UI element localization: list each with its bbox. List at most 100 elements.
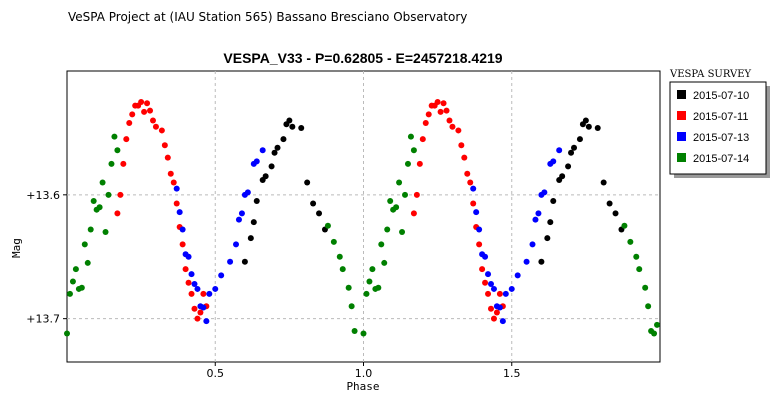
data-point	[550, 198, 557, 205]
data-point	[233, 241, 240, 248]
data-point	[126, 120, 133, 127]
data-point	[514, 272, 521, 279]
legend-swatch	[677, 153, 686, 162]
data-point	[496, 304, 503, 311]
data-point	[114, 210, 121, 217]
data-point	[568, 149, 575, 156]
data-point	[422, 120, 429, 127]
data-point	[114, 147, 121, 154]
data-point	[170, 179, 177, 186]
x-tick-label: 0.5	[207, 367, 225, 380]
data-point	[375, 284, 382, 291]
data-point	[416, 160, 423, 167]
data-point	[396, 179, 403, 186]
data-point	[149, 117, 156, 124]
data-point	[550, 158, 557, 165]
data-point	[449, 123, 456, 130]
data-point	[235, 216, 242, 223]
legend-label: 2015-07-10	[693, 90, 749, 102]
data-point	[197, 309, 204, 316]
data-point	[455, 127, 462, 134]
data-point	[247, 235, 254, 242]
data-point	[238, 210, 245, 217]
data-point	[633, 253, 640, 260]
data-point	[523, 258, 530, 265]
data-point	[72, 266, 79, 273]
data-point	[490, 315, 497, 322]
data-point	[90, 198, 97, 205]
x-tick-label: 1.0	[355, 367, 373, 380]
data-point	[144, 100, 151, 107]
data-point	[138, 98, 145, 105]
legend-title: VESPA SURVEY	[669, 69, 752, 80]
data-point	[378, 241, 385, 248]
data-point	[176, 209, 183, 216]
data-point	[487, 305, 494, 312]
data-point	[218, 272, 225, 279]
legend: 2015-07-10 2015-07-11 2015-07-13 2015-07-14	[677, 90, 749, 165]
data-point	[621, 222, 628, 229]
data-point	[585, 123, 592, 130]
data-point	[200, 304, 207, 311]
x-tick-label: 1.5	[503, 367, 521, 380]
data-point	[203, 318, 210, 325]
data-point	[651, 330, 658, 337]
data-point	[636, 266, 643, 273]
data-point	[244, 189, 251, 196]
data-point	[271, 149, 278, 156]
data-point	[399, 228, 406, 235]
data-point	[310, 200, 317, 207]
data-point	[102, 228, 109, 235]
data-point	[470, 200, 477, 207]
data-point	[241, 258, 248, 265]
data-point	[274, 144, 281, 151]
data-point	[470, 185, 477, 192]
axis-ticks: 0.5 1.0 1.5 +13.6 +13.7	[26, 189, 520, 380]
data-point	[479, 266, 486, 273]
data-point	[496, 290, 503, 297]
data-point	[280, 136, 287, 143]
data-point	[407, 133, 414, 140]
data-point	[304, 179, 311, 186]
data-point	[286, 117, 293, 124]
data-point	[544, 235, 551, 242]
data-point	[627, 238, 634, 245]
data-point	[117, 191, 124, 198]
data-point	[571, 144, 578, 151]
data-point	[381, 259, 388, 266]
chart-header: VeSPA Project at (IAU Station 565) Bassa…	[68, 10, 468, 24]
data-point	[336, 253, 343, 260]
data-point	[363, 290, 370, 297]
data-point	[167, 170, 174, 177]
data-point	[147, 107, 154, 114]
data-point	[425, 111, 432, 118]
data-point	[212, 285, 219, 292]
data-point	[188, 271, 195, 278]
data-point	[576, 136, 583, 143]
legend-label: 2015-07-11	[693, 111, 748, 123]
data-point	[645, 303, 652, 310]
data-point	[194, 285, 201, 292]
grid-lines	[67, 71, 660, 362]
data-point	[565, 163, 572, 170]
data-point	[161, 142, 168, 149]
data-point	[490, 285, 497, 292]
data-point	[164, 154, 171, 161]
data-point	[173, 200, 180, 207]
data-point	[262, 173, 269, 180]
data-point	[410, 147, 417, 154]
data-point	[384, 226, 391, 233]
legend-swatch	[677, 111, 686, 120]
data-points	[64, 98, 661, 337]
data-point	[330, 238, 337, 245]
data-point	[253, 198, 260, 205]
data-point	[84, 259, 91, 266]
data-point	[485, 290, 492, 297]
data-point	[476, 241, 483, 248]
data-point	[446, 117, 453, 124]
data-point	[404, 160, 411, 167]
data-point	[464, 170, 471, 177]
data-point	[502, 290, 509, 297]
y-axis-label: Mag	[10, 238, 23, 258]
data-point	[487, 280, 494, 287]
